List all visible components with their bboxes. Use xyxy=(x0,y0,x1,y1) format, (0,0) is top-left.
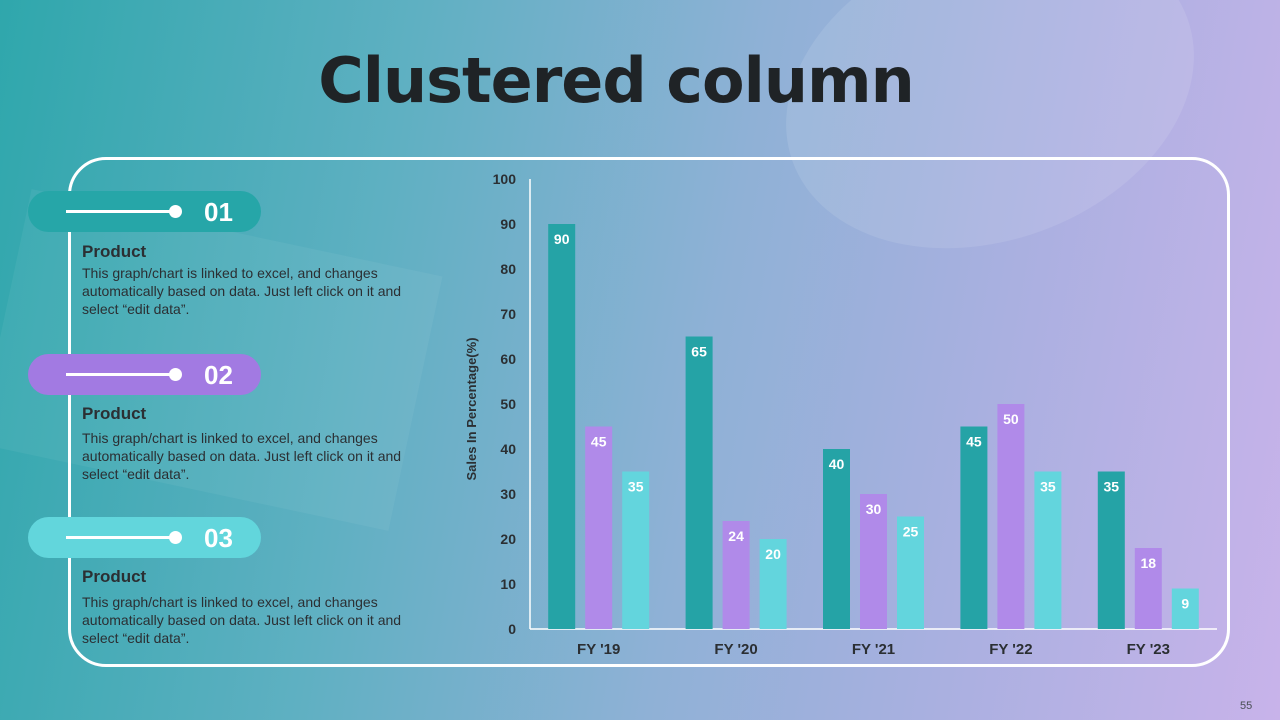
bar xyxy=(1097,471,1125,629)
y-tick-label: 80 xyxy=(500,261,516,277)
bar xyxy=(1034,471,1062,629)
y-tick-label: 10 xyxy=(500,576,516,592)
item-number: 01 xyxy=(204,197,233,227)
item-description: This graph/chart is linked to excel, and… xyxy=(82,594,402,646)
bar xyxy=(585,426,613,629)
bar-data-label: 25 xyxy=(903,524,919,540)
item-title: Product xyxy=(82,404,147,423)
y-tick-label: 20 xyxy=(500,531,516,547)
bar xyxy=(622,471,650,629)
bar-data-label: 9 xyxy=(1181,596,1189,612)
bar xyxy=(548,224,576,629)
bar xyxy=(722,521,750,629)
bar-data-label: 90 xyxy=(554,231,570,247)
item-number-badge: 03 xyxy=(28,517,261,558)
bar xyxy=(997,404,1025,629)
bar-data-label: 35 xyxy=(1104,479,1120,495)
bar-data-label: 40 xyxy=(829,456,845,472)
page-number: 55 xyxy=(1240,700,1253,712)
x-tick-label: FY '20 xyxy=(714,641,757,658)
y-tick-label: 100 xyxy=(493,171,517,187)
bar xyxy=(759,539,787,629)
item-description: This graph/chart is linked to excel, and… xyxy=(82,265,402,317)
x-tick-label: FY '21 xyxy=(852,641,895,658)
badge-dot xyxy=(169,368,182,381)
badge-line xyxy=(66,536,174,539)
x-tick-label: FY '22 xyxy=(989,641,1032,658)
item-number: 03 xyxy=(204,523,233,553)
item-title: Product xyxy=(82,567,147,586)
badge-line xyxy=(66,373,174,376)
y-axis-label: Sales In Percentage(%) xyxy=(464,337,479,480)
content-frame xyxy=(68,157,1230,667)
item-number-badge: 02 xyxy=(28,354,261,395)
bar xyxy=(1171,588,1199,629)
x-tick-label: FY '23 xyxy=(1127,641,1170,658)
item-number-badge: 01 xyxy=(28,191,261,232)
bar xyxy=(897,516,924,629)
badge-dot xyxy=(169,205,182,218)
bar-data-label: 35 xyxy=(1040,479,1056,495)
y-tick-label: 90 xyxy=(500,216,516,232)
bar xyxy=(1134,548,1162,629)
bar-data-label: 35 xyxy=(628,479,644,495)
item-number: 02 xyxy=(204,360,233,390)
bar-data-label: 20 xyxy=(765,546,781,562)
item-description: This graph/chart is linked to excel, and… xyxy=(82,430,402,482)
slide-title: Clustered column xyxy=(318,44,915,117)
item-title: Product xyxy=(82,242,147,261)
x-tick-label: FY '19 xyxy=(577,641,620,658)
bar xyxy=(960,426,988,629)
bar-data-label: 18 xyxy=(1141,555,1157,571)
y-tick-label: 40 xyxy=(500,441,516,457)
badge-dot xyxy=(169,531,182,544)
badge-line xyxy=(66,210,174,213)
bar-data-label: 45 xyxy=(591,434,607,450)
bar xyxy=(860,494,887,629)
bar xyxy=(685,336,713,629)
bar-data-label: 45 xyxy=(966,434,982,450)
y-tick-label: 60 xyxy=(500,351,516,367)
bar-data-label: 65 xyxy=(691,344,707,360)
bar-data-label: 50 xyxy=(1003,411,1019,427)
bar-data-label: 24 xyxy=(728,528,744,544)
y-tick-label: 70 xyxy=(500,306,516,322)
y-tick-label: 0 xyxy=(508,621,516,637)
y-tick-label: 50 xyxy=(500,396,516,412)
bar-data-label: 30 xyxy=(866,501,882,517)
y-tick-label: 30 xyxy=(500,486,516,502)
bar xyxy=(823,449,850,629)
